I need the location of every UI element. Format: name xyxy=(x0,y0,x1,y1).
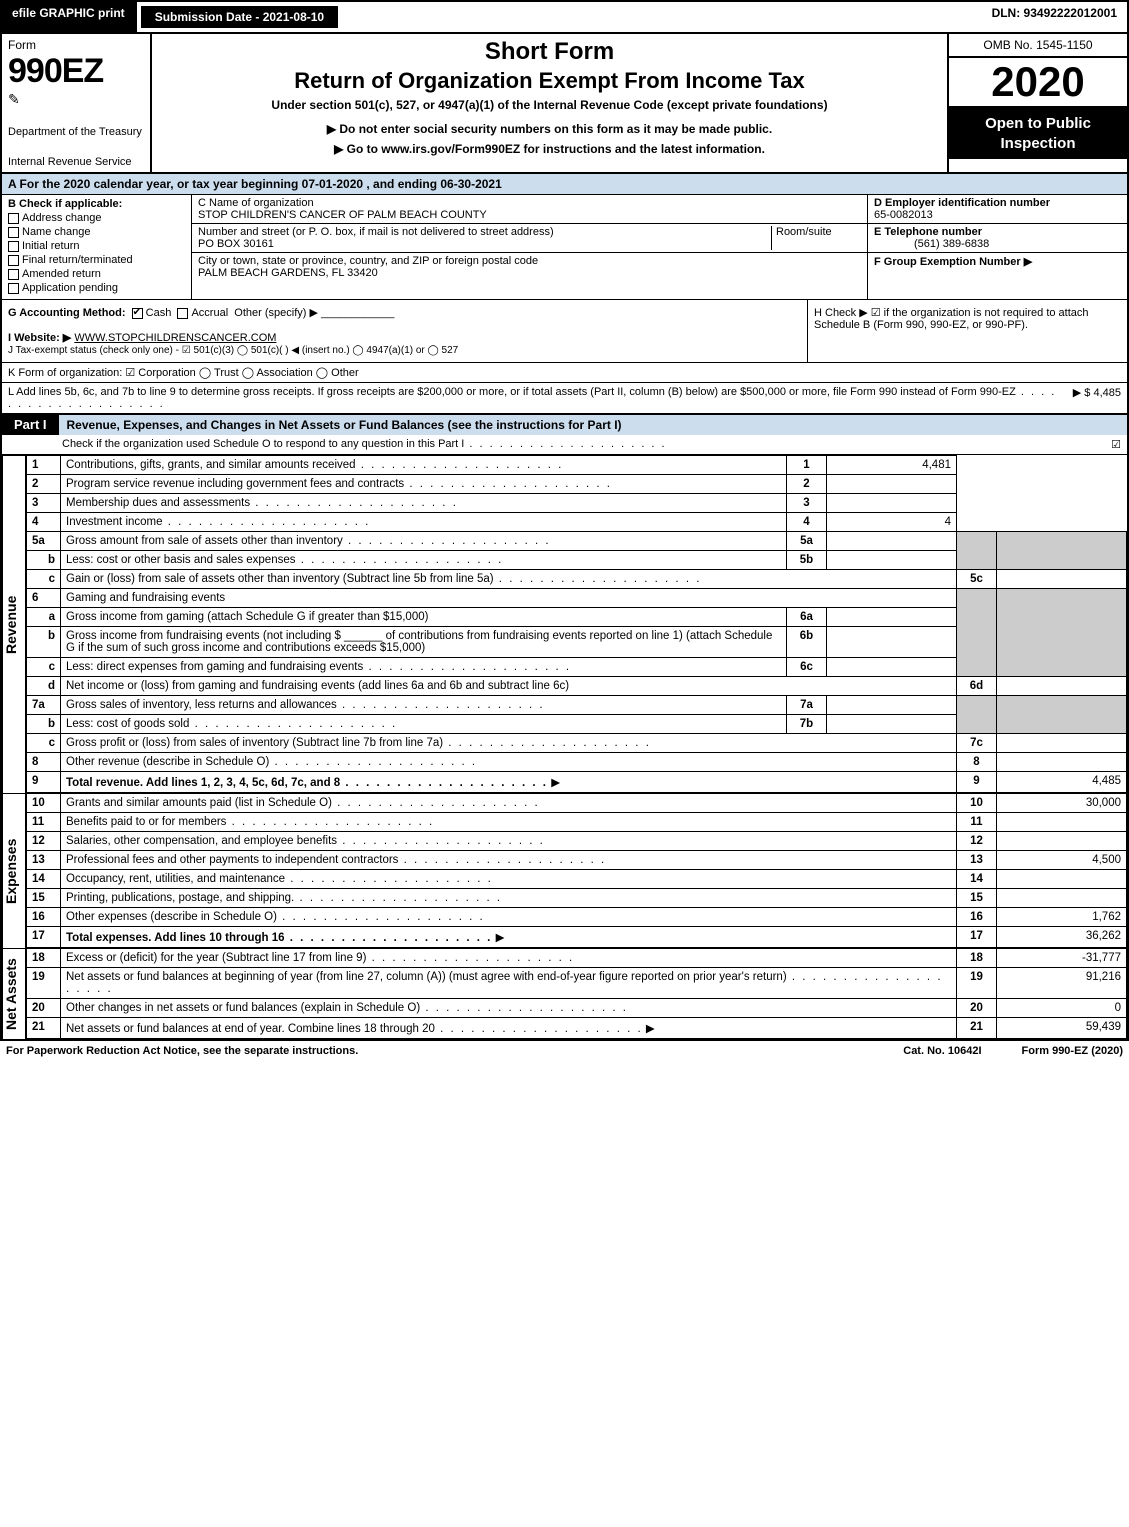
d-label: D Employer identification number xyxy=(874,197,1050,209)
header-right: OMB No. 1545-1150 2020 Open to Public In… xyxy=(947,34,1127,172)
g-accounting: G Accounting Method: Cash Accrual Other … xyxy=(2,300,807,362)
c-city: PALM BEACH GARDENS, FL 33420 xyxy=(198,267,861,279)
expenses-table: 10Grants and similar amounts paid (list … xyxy=(26,793,1127,948)
col-def: D Employer identification number 65-0082… xyxy=(867,195,1127,299)
line-10: 10Grants and similar amounts paid (list … xyxy=(27,794,1127,813)
footer-left: For Paperwork Reduction Act Notice, see … xyxy=(6,1045,863,1057)
line-8: 8Other revenue (describe in Schedule O)8 xyxy=(27,753,1127,772)
row-gh: G Accounting Method: Cash Accrual Other … xyxy=(2,300,1127,363)
part-i-bar: Part I Revenue, Expenses, and Changes in… xyxy=(2,414,1127,435)
line-18: 18Excess or (deficit) for the year (Subt… xyxy=(27,949,1127,968)
title-short-form: Short Form xyxy=(160,38,939,66)
line-16: 16Other expenses (describe in Schedule O… xyxy=(27,908,1127,927)
part-i-label: Part I xyxy=(2,414,59,435)
e-phone: (561) 389-6838 xyxy=(874,238,989,250)
i-label: I Website: ▶ xyxy=(8,332,71,344)
j-tax-exempt: J Tax-exempt status (check only one) - ☑… xyxy=(8,345,458,356)
b-label: B Check if applicable: xyxy=(8,198,122,210)
efile-print-button[interactable]: efile GRAPHIC print xyxy=(2,2,137,32)
line-14: 14Occupancy, rent, utilities, and mainte… xyxy=(27,870,1127,889)
expenses-side-label: Expenses xyxy=(2,793,26,948)
line-3: 3Membership dues and assessments3 xyxy=(27,494,1127,513)
d-ein: 65-0082013 xyxy=(874,209,933,221)
line-13: 13Professional fees and other payments t… xyxy=(27,851,1127,870)
chk-address-change[interactable]: Address change xyxy=(8,212,185,224)
line-12: 12Salaries, other compensation, and empl… xyxy=(27,832,1127,851)
row-a-tax-year: A For the 2020 calendar year, or tax yea… xyxy=(2,174,1127,195)
netassets-side-label: Net Assets xyxy=(2,948,26,1039)
line-7c: cGross profit or (loss) from sales of in… xyxy=(27,734,1127,753)
footer-catno: Cat. No. 10642I xyxy=(863,1045,1021,1057)
c-room-label: Room/suite xyxy=(771,226,861,250)
line-5c: cGain or (loss) from sale of assets othe… xyxy=(27,570,1127,589)
row-l: L Add lines 5b, 6c, and 7b to line 9 to … xyxy=(2,383,1127,414)
schedO-checkbox[interactable]: ☑ xyxy=(1101,438,1121,451)
line-20: 20Other changes in net assets or fund ba… xyxy=(27,999,1127,1018)
form-990ez: efile GRAPHIC print Submission Date - 20… xyxy=(0,0,1129,1041)
l-amount: ▶ $ 4,485 xyxy=(1063,386,1121,410)
goto-link[interactable]: ▶ Go to www.irs.gov/Form990EZ for instru… xyxy=(160,142,939,156)
form-header: Form 990EZ ✎ Department of the Treasury … xyxy=(2,34,1127,174)
part-i-title: Revenue, Expenses, and Changes in Net As… xyxy=(59,415,1127,435)
line-21: 21Net assets or fund balances at end of … xyxy=(27,1018,1127,1039)
netassets-section: Net Assets 18Excess or (deficit) for the… xyxy=(2,948,1127,1039)
f-label: F Group Exemption Number ▶ xyxy=(874,256,1032,268)
ssn-warning: ▶ Do not enter social security numbers o… xyxy=(160,122,939,136)
dln-label: DLN: 93492222012001 xyxy=(982,2,1127,32)
dept-irs: Internal Revenue Service xyxy=(8,156,144,168)
line-4: 4Investment income44 xyxy=(27,513,1127,532)
i-website[interactable]: WWW.STOPCHILDRENSCANCER.COM xyxy=(74,332,276,344)
line-7a: 7aGross sales of inventory, less returns… xyxy=(27,696,1127,715)
c-addr: PO BOX 30161 xyxy=(198,238,771,250)
line-11: 11Benefits paid to or for members11 xyxy=(27,813,1127,832)
line-1: 1Contributions, gifts, grants, and simil… xyxy=(27,456,1127,475)
c-city-label: City or town, state or province, country… xyxy=(198,255,861,267)
e-label: E Telephone number xyxy=(874,226,982,238)
c-name-label: C Name of organization xyxy=(198,197,861,209)
footer-formref: Form 990-EZ (2020) xyxy=(1022,1045,1123,1057)
footer: For Paperwork Reduction Act Notice, see … xyxy=(0,1041,1129,1061)
c-addr-label: Number and street (or P. O. box, if mail… xyxy=(198,226,771,238)
c-org-name: STOP CHILDREN'S CANCER OF PALM BEACH COU… xyxy=(198,209,861,221)
chk-name-change[interactable]: Name change xyxy=(8,226,185,238)
dept-treasury: Department of the Treasury xyxy=(8,126,144,138)
header-left: Form 990EZ ✎ Department of the Treasury … xyxy=(2,34,152,172)
topbar: efile GRAPHIC print Submission Date - 20… xyxy=(2,2,1127,34)
chk-initial-return[interactable]: Initial return xyxy=(8,240,185,252)
header-mid: Short Form Return of Organization Exempt… xyxy=(152,34,947,172)
open-to-public: Open to Public Inspection xyxy=(949,108,1127,159)
form-number: 990EZ xyxy=(8,52,144,91)
line-15: 15Printing, publications, postage, and s… xyxy=(27,889,1127,908)
col-b-checkboxes: B Check if applicable: Address change Na… xyxy=(2,195,192,299)
revenue-section: Revenue 1Contributions, gifts, grants, a… xyxy=(2,455,1127,793)
line-17: 17Total expenses. Add lines 10 through 1… xyxy=(27,927,1127,948)
line-6d: dNet income or (loss) from gaming and fu… xyxy=(27,677,1127,696)
row-k: K Form of organization: ☑ Corporation ◯ … xyxy=(2,363,1127,383)
submission-date-button[interactable]: Submission Date - 2021-08-10 xyxy=(139,4,340,30)
subtitle: Under section 501(c), 527, or 4947(a)(1)… xyxy=(160,98,939,112)
line-9: 9Total revenue. Add lines 1, 2, 3, 4, 5c… xyxy=(27,772,1127,793)
part-i-schedO: Check if the organization used Schedule … xyxy=(2,435,1127,455)
line-19: 19Net assets or fund balances at beginni… xyxy=(27,968,1127,999)
line-6: 6Gaming and fundraising events xyxy=(27,589,1127,608)
tax-year: 2020 xyxy=(949,58,1127,108)
h-schedule-b: H Check ▶ ☑ if the organization is not r… xyxy=(807,300,1127,362)
revenue-table: 1Contributions, gifts, grants, and simil… xyxy=(26,455,1127,793)
chk-final-return[interactable]: Final return/terminated xyxy=(8,254,185,266)
title-return: Return of Organization Exempt From Incom… xyxy=(160,68,939,94)
form-word: Form xyxy=(8,38,144,52)
line-2: 2Program service revenue including gover… xyxy=(27,475,1127,494)
netassets-table: 18Excess or (deficit) for the year (Subt… xyxy=(26,948,1127,1039)
block-bcdef: B Check if applicable: Address change Na… xyxy=(2,195,1127,300)
expenses-section: Expenses 10Grants and similar amounts pa… xyxy=(2,793,1127,948)
omb-number: OMB No. 1545-1150 xyxy=(949,34,1127,58)
revenue-side-label: Revenue xyxy=(2,455,26,793)
line-5a: 5aGross amount from sale of assets other… xyxy=(27,532,1127,551)
chk-application-pending[interactable]: Application pending xyxy=(8,282,185,294)
col-c-org-info: C Name of organization STOP CHILDREN'S C… xyxy=(192,195,867,299)
chk-amended-return[interactable]: Amended return xyxy=(8,268,185,280)
